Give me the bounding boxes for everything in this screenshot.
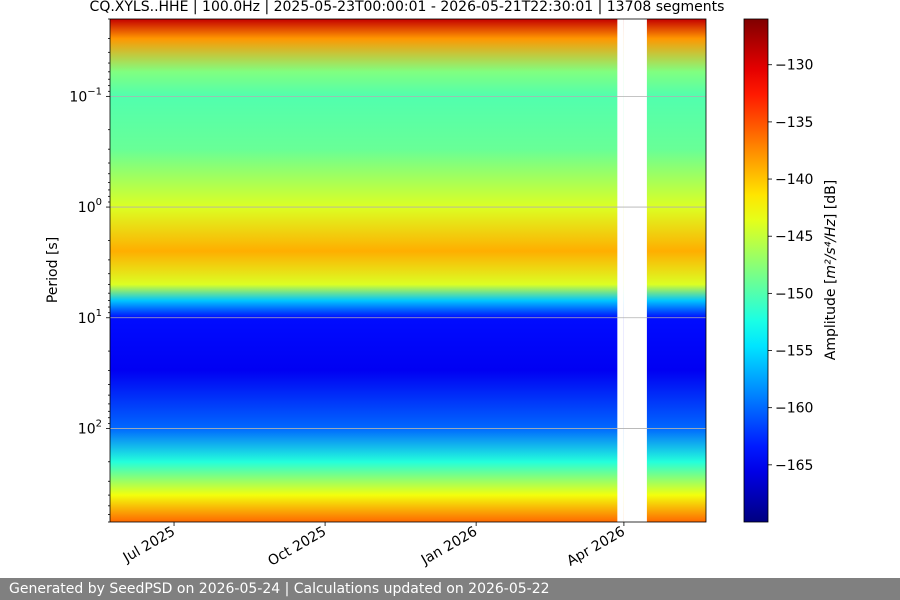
colorbar-tick-label: −155 <box>775 344 813 360</box>
colorbar-tick-label: −145 <box>775 229 813 245</box>
colorbar-tick-label: −130 <box>775 58 813 74</box>
data-gap <box>617 19 624 522</box>
x-axis-ticks: Jul 2025 Oct 2025 Jan 2026 Apr 2026 <box>120 522 628 570</box>
y-axis-ticks: 10−1 100 101 102 <box>69 18 110 523</box>
psd-spectrogram-figure: CQ.XYLS..HHE | 100.0Hz | 2025-05-23T00:0… <box>45 0 839 570</box>
colorbar-tick-label: −140 <box>775 172 813 188</box>
x-tick-label: Jan 2026 <box>418 524 480 569</box>
footer-status: Generated by SeedPSD on 2026-05-24 | Cal… <box>0 578 900 600</box>
chart-title: CQ.XYLS..HHE | 100.0Hz | 2025-05-23T00:0… <box>90 0 725 15</box>
x-tick-label: Apr 2026 <box>564 524 628 570</box>
x-tick-label: Oct 2025 <box>265 524 329 570</box>
colorbar-tick-label: −135 <box>775 115 813 131</box>
colorbar: −130 −135 −140 −145 −150 −155 −160 −165 Amplitud… <box>743 18 839 523</box>
y-tick-label: 10−1 <box>69 86 102 105</box>
spectrogram-heatmap <box>110 19 706 522</box>
spectrogram-plot <box>109 18 707 523</box>
colorbar-tick-label: −165 <box>775 458 813 474</box>
colorbar-tick-label: −160 <box>775 401 813 417</box>
y-tick-label: 101 <box>78 308 102 327</box>
y-tick-label: 102 <box>78 418 102 437</box>
y-axis-label: Period [s] <box>45 237 61 303</box>
data-gap <box>623 19 647 522</box>
colorbar-label: Amplitude [m²/s⁴/Hz] [dB] <box>823 180 839 360</box>
colorbar-tick-label: −150 <box>775 286 813 302</box>
plot-frame <box>109 18 707 523</box>
y-tick-label: 100 <box>78 197 102 216</box>
x-tick-label: Jul 2025 <box>120 524 178 567</box>
colorbar-gradient <box>743 18 769 523</box>
